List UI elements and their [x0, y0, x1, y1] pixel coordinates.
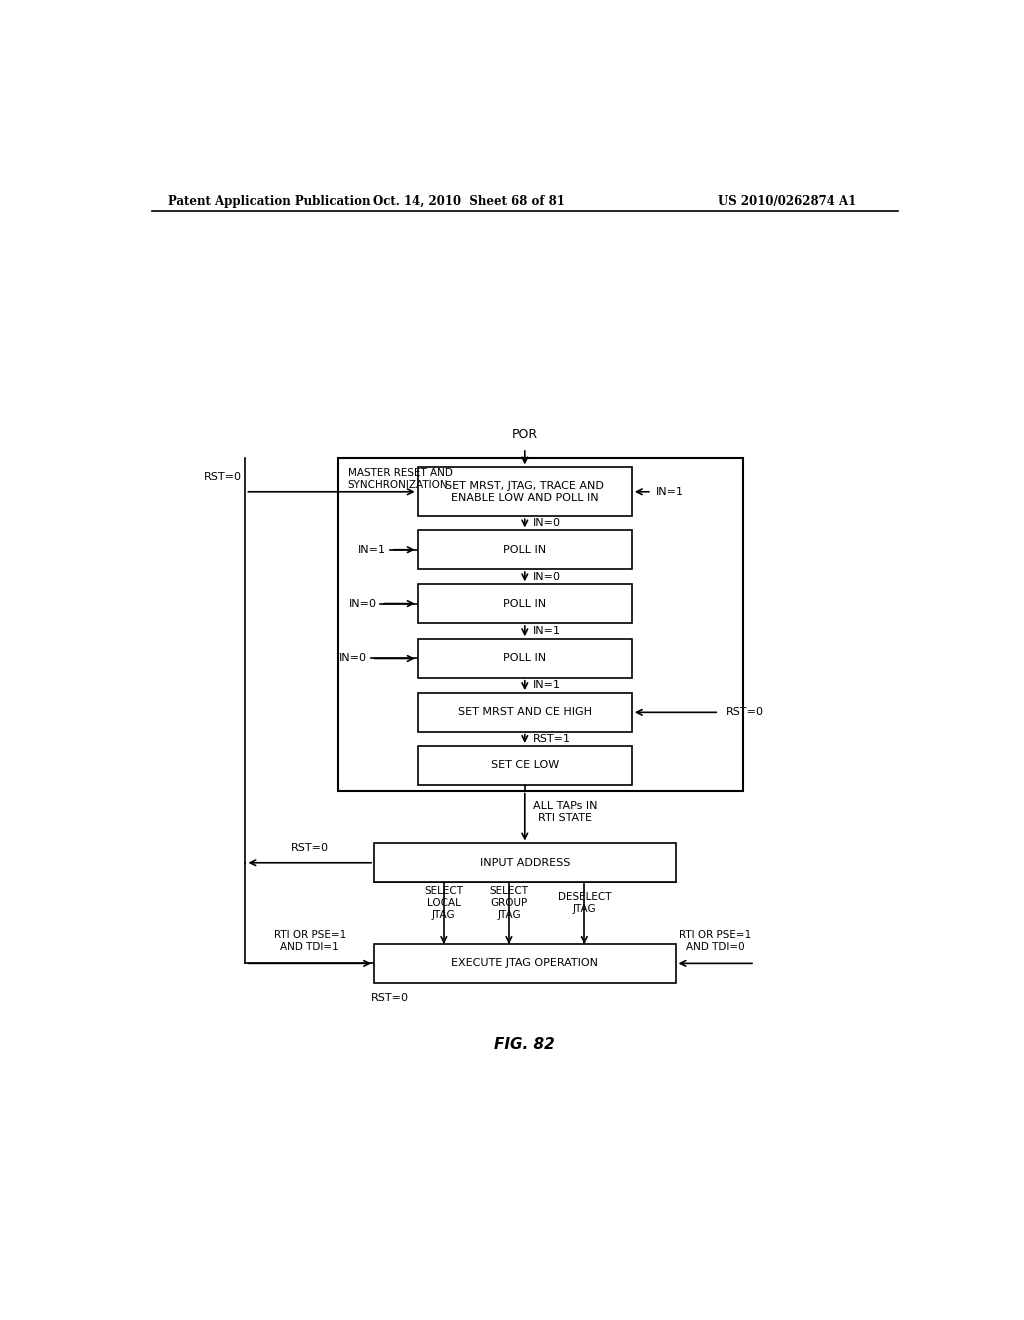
Text: POR: POR: [512, 429, 538, 441]
Text: IN=0: IN=0: [348, 598, 377, 609]
Text: IN=1: IN=1: [655, 487, 684, 496]
FancyBboxPatch shape: [418, 467, 632, 516]
Text: DESELECT
JTAG: DESELECT JTAG: [558, 892, 611, 913]
Text: POLL IN: POLL IN: [503, 545, 547, 554]
Text: EXECUTE JTAG OPERATION: EXECUTE JTAG OPERATION: [452, 958, 598, 969]
Text: SELECT
GROUP
JTAG: SELECT GROUP JTAG: [489, 886, 528, 920]
FancyBboxPatch shape: [374, 843, 676, 882]
FancyBboxPatch shape: [418, 746, 632, 784]
FancyBboxPatch shape: [418, 639, 632, 677]
FancyBboxPatch shape: [418, 585, 632, 623]
Text: ALL TAPs IN
RTI STATE: ALL TAPs IN RTI STATE: [532, 801, 597, 822]
Text: Patent Application Publication: Patent Application Publication: [168, 194, 371, 207]
Text: RTI OR PSE=1
AND TDI=0: RTI OR PSE=1 AND TDI=0: [679, 931, 752, 952]
Text: RST=1: RST=1: [532, 734, 570, 743]
Text: POLL IN: POLL IN: [503, 653, 547, 664]
Text: IN=0: IN=0: [339, 653, 367, 664]
Text: IN=0: IN=0: [532, 519, 561, 528]
FancyBboxPatch shape: [374, 944, 676, 982]
Text: IN=1: IN=1: [358, 545, 386, 554]
Text: SELECT
LOCAL
JTAG: SELECT LOCAL JTAG: [424, 886, 463, 920]
Text: INPUT ADDRESS: INPUT ADDRESS: [479, 858, 570, 867]
Text: RST=0: RST=0: [726, 708, 764, 717]
Text: RST=0: RST=0: [291, 842, 329, 853]
FancyBboxPatch shape: [418, 693, 632, 731]
Text: RTI OR PSE=1
AND TDI=1: RTI OR PSE=1 AND TDI=1: [273, 931, 346, 952]
Text: IN=1: IN=1: [532, 680, 561, 690]
Text: MASTER RESET AND
SYNCHRONIZATION: MASTER RESET AND SYNCHRONIZATION: [348, 469, 453, 490]
Text: FIG. 82: FIG. 82: [495, 1038, 555, 1052]
Text: IN=1: IN=1: [532, 626, 561, 636]
Text: Oct. 14, 2010  Sheet 68 of 81: Oct. 14, 2010 Sheet 68 of 81: [374, 194, 565, 207]
Text: SET MRST AND CE HIGH: SET MRST AND CE HIGH: [458, 708, 592, 717]
Text: US 2010/0262874 A1: US 2010/0262874 A1: [718, 194, 856, 207]
Text: SET MRST, JTAG, TRACE AND
ENABLE LOW AND POLL IN: SET MRST, JTAG, TRACE AND ENABLE LOW AND…: [445, 480, 604, 503]
Text: RST=0: RST=0: [204, 471, 242, 482]
Text: SET CE LOW: SET CE LOW: [490, 760, 559, 770]
FancyBboxPatch shape: [418, 531, 632, 569]
Text: RST=0: RST=0: [371, 993, 409, 1003]
Text: IN=0: IN=0: [532, 572, 561, 582]
Text: POLL IN: POLL IN: [503, 598, 547, 609]
